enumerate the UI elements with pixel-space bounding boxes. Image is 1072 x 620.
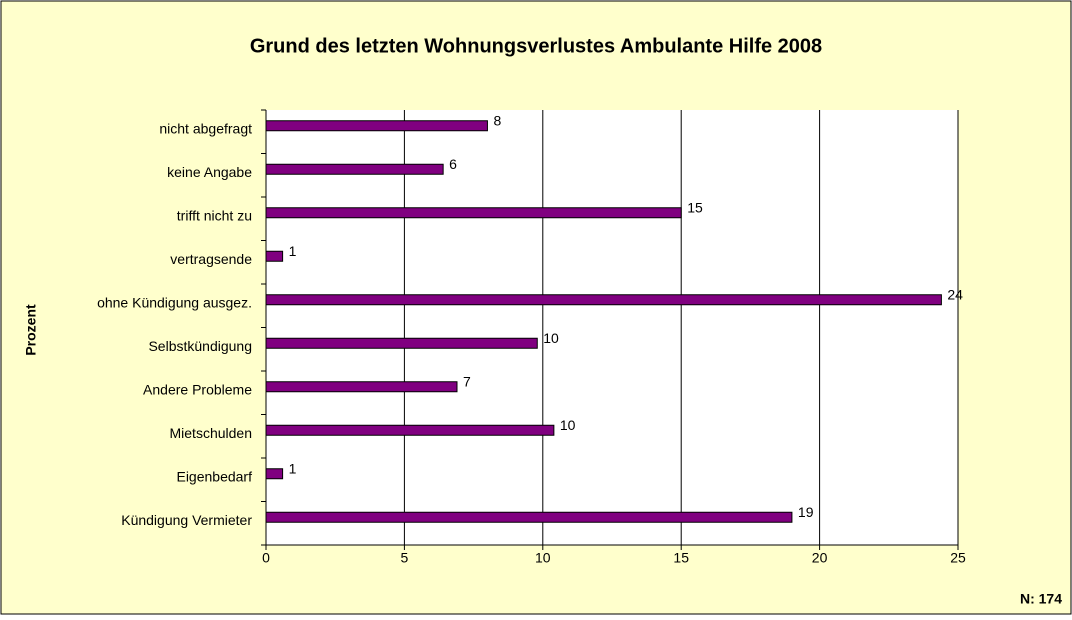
data-label: 6	[449, 156, 457, 172]
bar	[265, 424, 555, 436]
y-tick-label: Kündigung Vermieter	[121, 512, 252, 528]
annotation: N: 174	[1020, 591, 1062, 607]
y-tick-label: Mietschulden	[170, 425, 253, 441]
y-tick-label: vertragsende	[170, 251, 252, 267]
data-label: 10	[560, 417, 576, 433]
x-tick-label: 0	[262, 550, 270, 566]
bar	[265, 250, 284, 262]
bar	[265, 207, 682, 219]
bar	[265, 163, 444, 175]
chart-title: Grund des letzten Wohnungsverlustes Ambu…	[250, 35, 822, 57]
y-tick-label: Andere Probleme	[143, 381, 252, 397]
x-tick-label: 20	[812, 550, 828, 566]
data-label: 15	[687, 199, 703, 215]
y-axis-label: Prozent	[23, 304, 39, 356]
bar	[265, 294, 942, 306]
y-tick-label: keine Angabe	[167, 164, 252, 180]
bar	[265, 381, 458, 393]
x-tick-label: 10	[535, 550, 551, 566]
data-label: 24	[947, 286, 963, 302]
y-tick-label: Eigenbedarf	[176, 468, 252, 484]
x-tick-label: 25	[950, 550, 966, 566]
data-label: 8	[493, 112, 501, 128]
data-label: 1	[289, 243, 297, 259]
data-label: 1	[289, 460, 297, 476]
x-tick-label: 5	[401, 550, 409, 566]
y-tick-label: trifft nicht zu	[177, 207, 252, 223]
bar	[265, 511, 793, 523]
bar	[265, 468, 284, 480]
bar	[265, 120, 488, 132]
y-tick-label: Selbstkündigung	[148, 338, 252, 354]
plot-area	[266, 110, 958, 545]
data-label: 19	[798, 504, 814, 520]
x-tick-label: 15	[673, 550, 689, 566]
y-tick-label: ohne Kündigung ausgez.	[97, 294, 252, 310]
data-label: 7	[463, 373, 471, 389]
y-tick-label: nicht abgefragt	[159, 120, 252, 136]
bar	[265, 337, 538, 349]
data-label: 10	[543, 330, 559, 346]
